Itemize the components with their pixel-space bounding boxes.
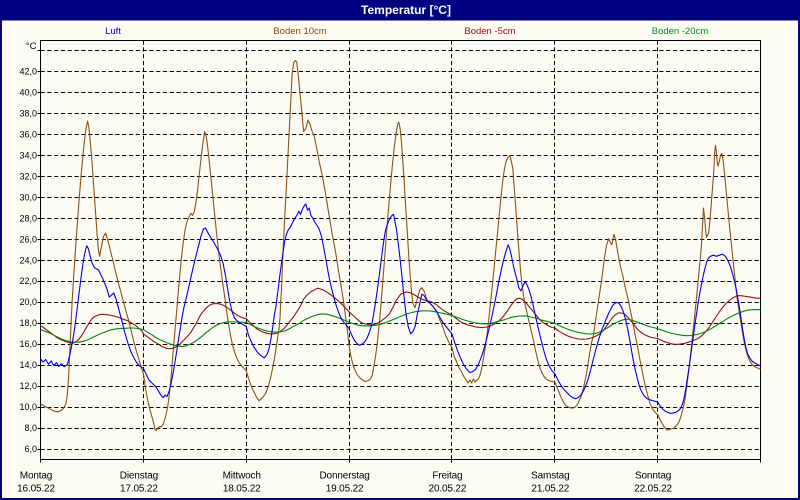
svg-text:32,0: 32,0	[19, 172, 37, 182]
svg-text:40,0: 40,0	[19, 88, 37, 98]
svg-text:Temperatur [°C]: Temperatur [°C]	[361, 3, 451, 17]
svg-text:Boden -20cm: Boden -20cm	[652, 26, 709, 37]
svg-text:Boden 10cm: Boden 10cm	[273, 26, 326, 37]
svg-text:17.05.22: 17.05.22	[120, 484, 158, 495]
svg-text:6,0: 6,0	[24, 444, 37, 454]
svg-text:14,0: 14,0	[19, 360, 37, 370]
svg-text:16.05.22: 16.05.22	[17, 484, 55, 495]
svg-text:38,0: 38,0	[19, 109, 37, 119]
svg-text:30,0: 30,0	[19, 192, 37, 202]
svg-text:10,0: 10,0	[19, 402, 37, 412]
svg-text:Freitag: Freitag	[432, 470, 462, 481]
svg-text:Mittwoch: Mittwoch	[223, 470, 261, 481]
svg-text:8,0: 8,0	[24, 423, 37, 433]
svg-text:21.05.22: 21.05.22	[531, 484, 569, 495]
svg-text:Samstag: Samstag	[531, 470, 569, 481]
svg-text:20.05.22: 20.05.22	[429, 484, 467, 495]
svg-text:Sonntag: Sonntag	[635, 470, 671, 481]
svg-text:24,0: 24,0	[19, 255, 37, 265]
svg-text:Dienstag: Dienstag	[120, 470, 158, 481]
svg-text:22.05.22: 22.05.22	[634, 484, 672, 495]
svg-text:°C: °C	[26, 41, 37, 52]
svg-text:12,0: 12,0	[19, 381, 37, 391]
svg-text:Luft: Luft	[105, 26, 121, 37]
svg-text:22,0: 22,0	[19, 276, 37, 286]
svg-text:Montag: Montag	[20, 470, 52, 481]
svg-text:26,0: 26,0	[19, 234, 37, 244]
svg-text:19.05.22: 19.05.22	[326, 484, 364, 495]
svg-text:42,0: 42,0	[19, 67, 37, 77]
svg-text:34,0: 34,0	[19, 151, 37, 161]
svg-text:Boden -5cm: Boden -5cm	[464, 26, 515, 37]
svg-text:18,0: 18,0	[19, 318, 37, 328]
svg-text:Donnerstag: Donnerstag	[319, 470, 369, 481]
svg-text:20,0: 20,0	[19, 297, 37, 307]
svg-text:36,0: 36,0	[19, 130, 37, 140]
svg-text:28,0: 28,0	[19, 213, 37, 223]
svg-text:16,0: 16,0	[19, 339, 37, 349]
svg-text:18.05.22: 18.05.22	[223, 484, 261, 495]
